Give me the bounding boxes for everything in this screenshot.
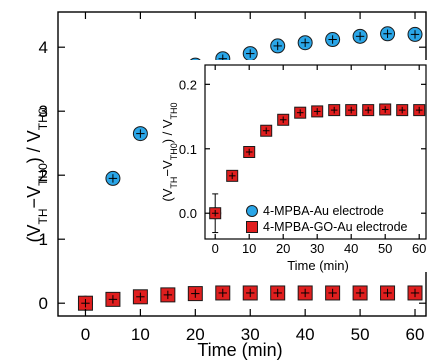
y-tick-label: 0: [39, 294, 48, 313]
x-tick-label: 0: [81, 325, 90, 344]
inset-legend: 4-MPBA-Au electrode 4-MPBA-GO-Au electro…: [246, 204, 408, 234]
legend-marker-circle: [246, 205, 258, 217]
inset-x-axis-label: Time (min): [287, 258, 349, 273]
inset-plot: 0 10 20 30 40 50 60 0.0 0.1 0.2 Time (min) (VTH−…: [150, 60, 427, 273]
legend-label-series-1: 4-MPBA-Au electrode: [263, 204, 384, 218]
y-tick-label: 1: [39, 230, 48, 249]
x-tick-label: 50: [351, 325, 370, 344]
main-y-axis-label: (VTH−VTH0) / VTH0: [24, 107, 50, 242]
x-tick-label: 0: [212, 241, 219, 256]
inset-plot-marks: [209, 103, 426, 234]
x-tick-label: 10: [242, 241, 256, 256]
main-x-axis-label: Time (min): [197, 340, 282, 360]
y-tick-label: 3: [39, 102, 48, 121]
x-tick-label: 40: [344, 241, 358, 256]
y-tick-label: 4: [39, 38, 48, 57]
x-tick-label: 40: [296, 325, 315, 344]
legend-label-series-2: 4-MPBA-GO-Au electrode: [263, 220, 408, 234]
x-tick-label: 20: [276, 241, 290, 256]
y-tick-label: 0.2: [179, 77, 197, 92]
inset-plot-frame: [204, 64, 427, 240]
x-tick-label: 30: [241, 325, 260, 344]
x-tick-label: 10: [131, 325, 150, 344]
inset-x-axis-ticks: 0 10 20 30 40 50 60: [212, 65, 426, 256]
y-tick-label: 2: [39, 166, 48, 185]
y-tick-label: 0.1: [179, 142, 197, 157]
x-tick-label: 50: [378, 241, 392, 256]
legend-marker-square: [246, 221, 258, 233]
x-tick-label: 30: [310, 241, 324, 256]
x-tick-label: 20: [186, 325, 205, 344]
main-x-axis-ticks: 0 10 20 30 40 50 60: [81, 12, 425, 344]
x-tick-label: 60: [406, 325, 425, 344]
y-tick-label: 0.0: [179, 206, 197, 221]
inset-y-axis-label: (VTH−VTH0) / VTH0: [160, 102, 179, 201]
inset-background: [150, 60, 427, 272]
x-tick-label: 60: [412, 241, 426, 256]
inset-y-axis-ticks: 0.0 0.1 0.2: [179, 77, 426, 221]
